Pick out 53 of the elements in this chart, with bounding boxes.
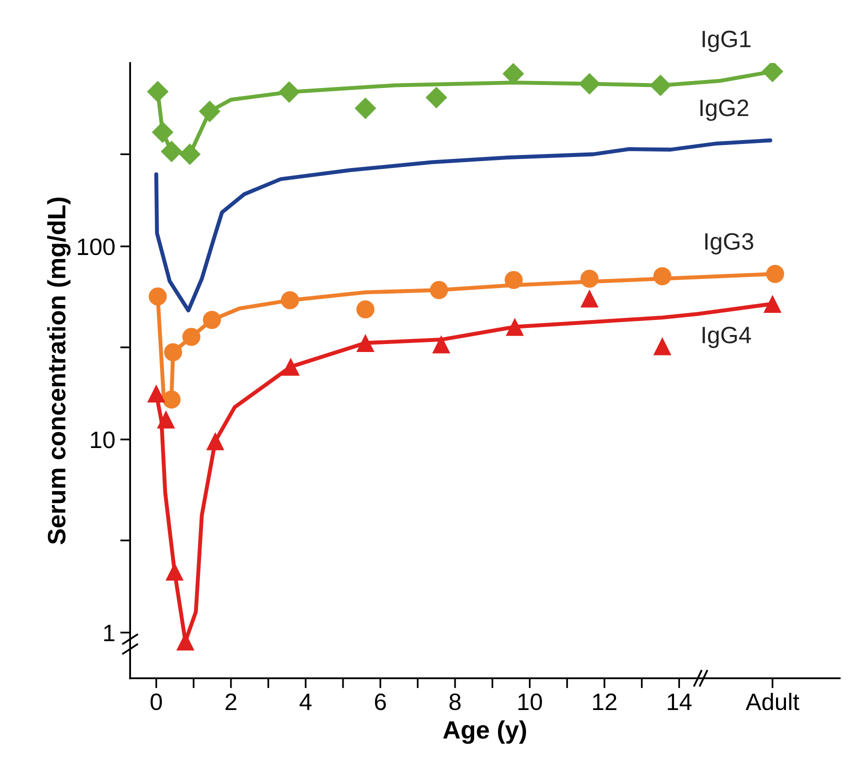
- point: [282, 358, 300, 376]
- x-tick-label: 14: [668, 694, 692, 710]
- x-tick-label: 10: [518, 693, 542, 710]
- point: [578, 72, 600, 95]
- point: [506, 318, 524, 336]
- x-tick-label: 2: [226, 693, 236, 710]
- point: [504, 270, 523, 289]
- x-tick-label: 0: [150, 693, 162, 710]
- point: [152, 121, 174, 144]
- point: [354, 97, 376, 120]
- y-tick-label: 1: [104, 624, 114, 642]
- x-tick-label: 12: [593, 693, 616, 710]
- point: [650, 74, 672, 96]
- x-tick-label: Adult: [746, 692, 800, 710]
- point: [426, 86, 448, 108]
- point: [580, 289, 599, 308]
- point: [160, 140, 182, 162]
- point: [179, 143, 201, 166]
- x-tick-label: 6: [374, 693, 386, 710]
- x-axis-title: Age (y): [443, 720, 526, 744]
- point: [148, 287, 167, 306]
- y-tick-label: 100: [78, 238, 115, 256]
- point: [166, 562, 184, 581]
- point: [356, 300, 374, 318]
- point: [156, 410, 175, 428]
- series-label: IgG3: [705, 233, 754, 254]
- point: [653, 267, 672, 286]
- point: [280, 291, 299, 310]
- point: [766, 264, 784, 283]
- point: [432, 335, 450, 354]
- point: [278, 81, 300, 103]
- series-label: IgG1: [702, 30, 751, 52]
- point: [198, 100, 220, 122]
- x-tick-label: 4: [300, 694, 312, 710]
- point: [580, 270, 599, 288]
- point: [206, 432, 224, 450]
- series-label: IgG2: [700, 100, 748, 121]
- point: [182, 328, 200, 346]
- point: [164, 343, 182, 362]
- point: [202, 310, 221, 329]
- point: [502, 63, 524, 85]
- series-label: IgG4: [702, 326, 751, 348]
- point: [430, 281, 448, 300]
- x-tick-label: 8: [450, 693, 461, 710]
- point: [763, 294, 782, 313]
- point: [146, 80, 169, 102]
- point: [356, 334, 374, 352]
- point: [147, 384, 166, 403]
- point: [653, 337, 672, 356]
- y-axis-title: Serum concentration (mg/dL): [47, 198, 71, 544]
- line-series: [154, 138, 772, 312]
- y-tick-label: 10: [91, 432, 115, 448]
- point: [162, 390, 181, 409]
